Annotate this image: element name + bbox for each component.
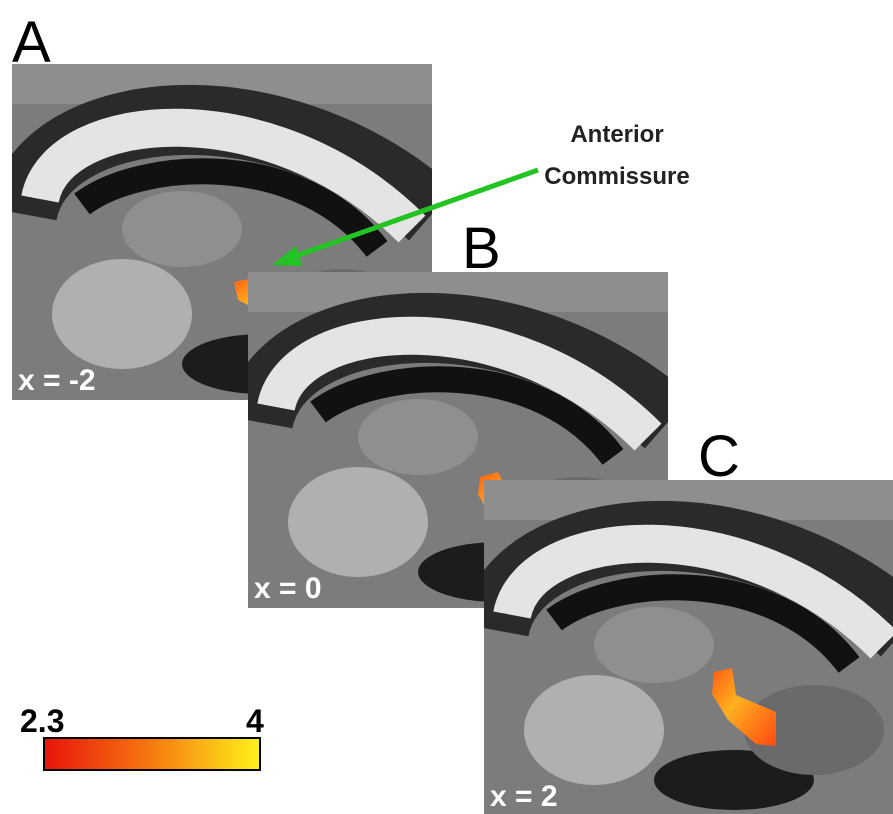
page: x = -2Ax = 0Bx = 2C Anterior Commissure …	[0, 0, 893, 814]
thalamus	[594, 607, 714, 683]
colorbar-min: 2.3	[20, 703, 64, 739]
coordinate-label: x = 2	[490, 780, 558, 813]
coordinate-label: x = -2	[18, 364, 96, 397]
thalamus	[358, 399, 478, 475]
panels: x = -2 Ax = 0 Bx = 2 C	[12, 10, 893, 814]
panel-letter: A	[12, 10, 51, 75]
colorbar: 2.3 4	[20, 703, 264, 770]
panel-letter: C	[698, 424, 740, 489]
panel-letter: B	[462, 216, 501, 281]
colorbar-max: 4	[246, 703, 264, 739]
coordinate-label: x = 0	[254, 572, 322, 605]
annotation-text: Commissure	[544, 163, 689, 190]
thalamus	[122, 191, 242, 267]
brain-image	[484, 480, 893, 814]
brainstem	[288, 467, 428, 577]
colorbar-scale	[44, 738, 260, 770]
brainstem	[52, 259, 192, 369]
brainstem	[524, 675, 664, 785]
brain-panel: x = 2	[484, 480, 893, 814]
figure: x = -2Ax = 0Bx = 2C Anterior Commissure …	[0, 0, 893, 814]
annotation-text: Anterior	[570, 121, 663, 148]
